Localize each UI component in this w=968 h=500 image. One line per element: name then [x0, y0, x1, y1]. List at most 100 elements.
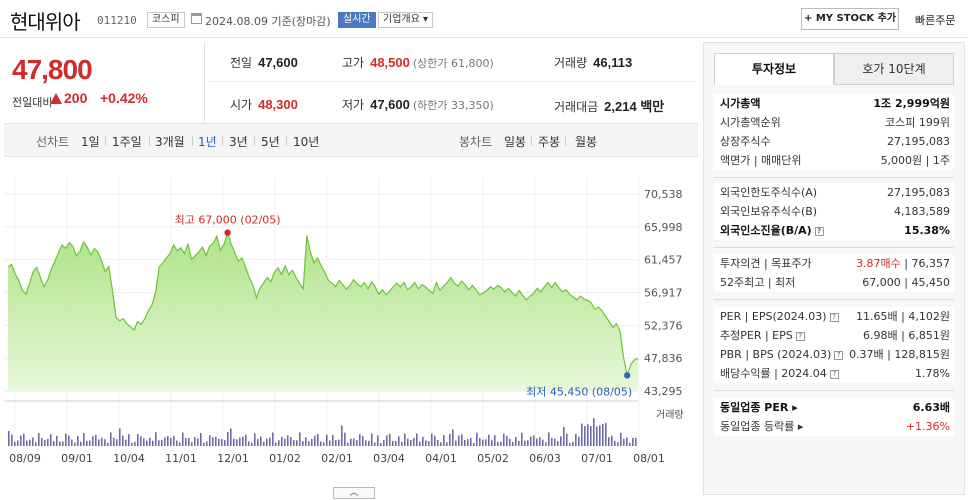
- volume-bar: [482, 439, 484, 446]
- volume-bar: [365, 440, 367, 446]
- info-row: 외국인한도주식수(A) 27,195,083: [714, 183, 954, 202]
- volume-bar: [281, 436, 283, 446]
- volume-bar: [389, 433, 391, 446]
- volume-bar: [434, 435, 436, 446]
- info-tabs: 투자정보 호가 10단계: [714, 53, 954, 85]
- quick-order-link[interactable]: 빠른주문: [915, 14, 956, 27]
- volume-bar: [212, 437, 214, 446]
- volume-bar: [635, 437, 637, 446]
- candle-monthly[interactable]: 월봉: [575, 135, 598, 149]
- volume-bar: [80, 441, 82, 446]
- volume-bar: [149, 437, 151, 446]
- stat-value: 46,113: [593, 55, 633, 70]
- volume-bar: [167, 436, 169, 446]
- price-chart[interactable]: 70,538 65,998 61,457 56,917 52,376 47,836 43,2…: [4, 158, 698, 492]
- help-icon[interactable]: ?: [829, 312, 839, 322]
- divider: [254, 136, 255, 146]
- tab-hoga[interactable]: 호가 10단계: [834, 53, 954, 85]
- volume-bar: [53, 441, 55, 446]
- lower-limit: (하한가 33,350): [412, 99, 494, 112]
- volume-bar: [164, 437, 166, 446]
- volume-bar: [269, 437, 271, 446]
- candle-weekly[interactable]: 주봉: [538, 135, 561, 149]
- divider: [286, 136, 287, 146]
- volume-bar: [386, 435, 388, 446]
- info-value: 6.63배: [912, 401, 950, 414]
- volume-bar: [455, 440, 457, 446]
- help-icon[interactable]: ?: [834, 350, 844, 360]
- help-icon[interactable]: ?: [829, 369, 839, 379]
- x-tick-label: 09/01: [61, 452, 93, 465]
- stat-high: 고가 48,500 (상한가 61,800): [342, 54, 494, 71]
- collapse-chart-button[interactable]: ︿: [333, 487, 375, 499]
- volume-bar: [362, 436, 364, 446]
- divider: [565, 136, 566, 146]
- volume-bar: [563, 426, 565, 446]
- volume-bar: [512, 441, 514, 446]
- volume-bar: [323, 442, 325, 446]
- tab-invest-info[interactable]: 투자정보: [714, 53, 834, 85]
- volume-bar: [566, 433, 568, 446]
- info-row: 투자의견 | 목표주가 3.87매수 | 76,357: [714, 254, 954, 273]
- add-my-stock-button[interactable]: + MY STOCK 추가: [801, 8, 899, 30]
- y-tick-label: 61,457: [644, 254, 683, 267]
- volume-bar: [383, 440, 385, 446]
- info-label[interactable]: 동일업종 PER: [720, 401, 789, 414]
- volume-bar: [329, 440, 331, 446]
- volume-bar: [605, 422, 607, 446]
- company-overview-dropdown[interactable]: 기업개요 ▾: [378, 12, 433, 28]
- volume-bar: [287, 435, 289, 446]
- period-3y[interactable]: 3년: [229, 135, 248, 149]
- help-icon[interactable]: ?: [795, 331, 805, 341]
- stat-volume: 거래량 46,113: [554, 54, 632, 71]
- realtime-badge[interactable]: 실시간: [338, 12, 376, 28]
- stat-amount: 거래대금 2,214 백만: [554, 96, 664, 115]
- candle-daily[interactable]: 일봉: [504, 135, 527, 149]
- volume-bar: [278, 440, 280, 446]
- volume-bar: [401, 441, 403, 446]
- volume-bar: [533, 435, 535, 446]
- volume-bar: [98, 439, 100, 446]
- volume-bar: [74, 442, 76, 446]
- volume-bar: [128, 434, 130, 446]
- x-tick-label: 01/02: [269, 452, 301, 465]
- volume-bar: [404, 433, 406, 446]
- period-1w[interactable]: 1주일: [112, 135, 142, 149]
- change-label: 전일대비: [12, 96, 53, 109]
- volume-bar: [416, 433, 418, 446]
- volume-bar: [380, 442, 382, 446]
- stat-value: 47,600: [258, 55, 298, 70]
- company-name[interactable]: 현대위아: [10, 10, 81, 34]
- volume-bar: [557, 440, 559, 446]
- volume-bar: [335, 440, 337, 446]
- info-label[interactable]: 동일업종 등락률: [720, 420, 795, 433]
- volume-bar: [155, 432, 157, 446]
- stat-value: 2,214 백만: [604, 99, 665, 114]
- info-value: 27,195,083: [887, 186, 950, 199]
- section-divider: [714, 299, 954, 300]
- period-10y[interactable]: 10년: [293, 135, 320, 149]
- volume-bar: [569, 442, 571, 446]
- volume-bar: [95, 434, 97, 446]
- volume-bar: [536, 438, 538, 446]
- period-1y[interactable]: 1년: [198, 135, 217, 149]
- volume-bar: [197, 438, 199, 446]
- volume-bar: [539, 437, 541, 446]
- stat-label: 거래대금: [554, 100, 599, 114]
- volume-bar: [392, 441, 394, 446]
- period-5y[interactable]: 5년: [261, 135, 280, 149]
- opinion-value: 3.87매수: [856, 257, 901, 270]
- volume-bar: [41, 438, 43, 446]
- info-label: 상장주식수: [720, 135, 771, 148]
- period-3m[interactable]: 3개월: [155, 135, 185, 149]
- volume-bar: [245, 434, 247, 446]
- period-1d[interactable]: 1일: [81, 135, 100, 149]
- upper-limit: (상한가 61,800): [412, 57, 494, 70]
- help-icon[interactable]: ?: [814, 226, 824, 236]
- volume-bar: [191, 442, 193, 446]
- volume-bar: [179, 442, 181, 446]
- volume-bar: [77, 436, 79, 446]
- volume-bar: [458, 435, 460, 446]
- volume-bar: [311, 438, 313, 446]
- volume-bar: [446, 442, 448, 446]
